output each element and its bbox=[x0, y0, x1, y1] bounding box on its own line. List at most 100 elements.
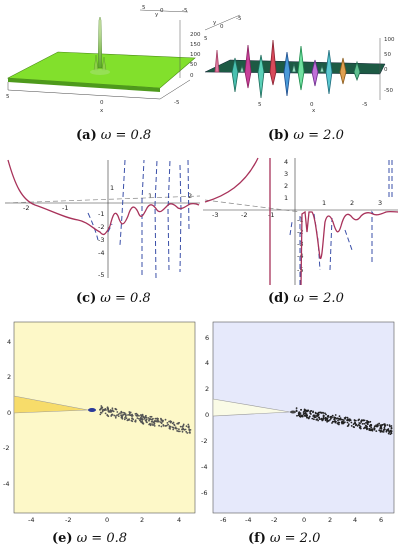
cloud-point bbox=[320, 412, 323, 414]
cloud-point bbox=[124, 413, 127, 416]
point-cloud bbox=[99, 405, 192, 434]
cloud-point bbox=[138, 417, 140, 420]
plot-a-ytick: -5 bbox=[182, 8, 188, 14]
plot-a-ztick: 0 bbox=[190, 73, 194, 79]
panel-d-line-plot: 4 3 2 1 -1 -2 -3 -4 -5 -3 -2 -1 1 2 3 bbox=[203, 157, 399, 286]
cloud-point bbox=[362, 419, 365, 421]
cloud-point bbox=[124, 416, 126, 419]
cloud-point bbox=[378, 422, 380, 425]
solid-curve bbox=[7, 159, 200, 236]
plot-c-ytick: -1 bbox=[98, 210, 104, 218]
surface-spike bbox=[97, 16, 103, 69]
plot-f-ytick: 2 bbox=[205, 385, 209, 393]
cloud-point bbox=[357, 419, 360, 421]
plot-d-xtick: -2 bbox=[241, 211, 247, 219]
cloud-point bbox=[149, 424, 152, 427]
plot-b-ztick: -50 bbox=[384, 88, 393, 94]
plot-e-ytick: -4 bbox=[3, 480, 9, 488]
cloud-point bbox=[126, 419, 129, 422]
cloud-point bbox=[366, 427, 369, 430]
cloud-point bbox=[179, 425, 182, 428]
plot-c-ytick: -2 bbox=[98, 223, 104, 231]
cloud-point bbox=[387, 432, 390, 435]
dashed-curve bbox=[87, 159, 190, 279]
cloud-point bbox=[302, 411, 305, 413]
cloud-point bbox=[107, 410, 110, 413]
wedge-region bbox=[212, 398, 291, 417]
cloud-point bbox=[381, 424, 384, 426]
cloud-point bbox=[334, 421, 337, 424]
plot-e-xtick: -2 bbox=[65, 516, 71, 524]
plot-e-xtick: 2 bbox=[140, 516, 144, 524]
cloud-point bbox=[169, 421, 172, 424]
cloud-point bbox=[128, 411, 131, 413]
cloud-point bbox=[153, 425, 156, 427]
plot-b-ztick: 50 bbox=[384, 52, 391, 58]
cloud-point bbox=[310, 410, 313, 412]
cloud-point bbox=[322, 417, 325, 420]
plot-f-xtick: 4 bbox=[353, 516, 357, 524]
cloud-point bbox=[107, 415, 110, 418]
cloud-point bbox=[100, 406, 103, 409]
cloud-point bbox=[299, 415, 302, 418]
plot-a-xtick: 5 bbox=[6, 94, 10, 100]
cloud-point bbox=[172, 428, 175, 431]
solid-curve-right bbox=[300, 210, 399, 286]
cloud-point bbox=[153, 423, 156, 425]
plot-a-ytick: 0 bbox=[160, 8, 164, 14]
plot-b-ytick: 0 bbox=[220, 24, 224, 30]
cloud-point bbox=[387, 429, 390, 431]
cloud-point bbox=[326, 420, 328, 423]
cloud-point bbox=[390, 425, 393, 427]
cloud-point bbox=[306, 410, 309, 413]
cloud-point bbox=[185, 425, 188, 428]
cloud-point bbox=[101, 410, 104, 413]
cloud-point bbox=[164, 425, 167, 427]
cloud-point bbox=[168, 427, 171, 430]
cloud-point bbox=[364, 424, 367, 427]
cloud-point bbox=[373, 427, 376, 429]
plot-b-xlabel: x bbox=[312, 108, 316, 114]
cloud-point bbox=[347, 423, 350, 426]
cloud-point bbox=[152, 421, 155, 424]
cloud-point bbox=[111, 407, 114, 410]
cloud-point bbox=[104, 408, 107, 410]
plot-d-ytick: 3 bbox=[284, 170, 288, 178]
plot-e-ytick: -2 bbox=[3, 444, 9, 452]
plot-b-ytick: -5 bbox=[236, 16, 242, 22]
cloud-point bbox=[313, 416, 316, 419]
plot-f-ytick: 0 bbox=[205, 411, 209, 419]
cloud-point bbox=[322, 412, 325, 414]
cloud-point bbox=[390, 427, 393, 430]
cloud-point bbox=[135, 414, 138, 417]
cloud-point bbox=[382, 431, 385, 433]
caption-b: (b) ω = 2.0 bbox=[268, 128, 344, 143]
cloud-point bbox=[384, 428, 386, 431]
cloud-point bbox=[373, 425, 376, 428]
surface-spikes bbox=[214, 39, 361, 99]
cloud-point bbox=[360, 420, 363, 423]
cloud-point bbox=[160, 425, 163, 428]
cloud-point bbox=[134, 419, 137, 422]
cloud-point bbox=[346, 425, 349, 427]
plot-d-ytick: 1 bbox=[284, 194, 288, 202]
cloud-point bbox=[121, 417, 124, 420]
cloud-point bbox=[136, 417, 139, 419]
cloud-point bbox=[174, 427, 177, 430]
cloud-point bbox=[151, 423, 153, 425]
cloud-point bbox=[187, 426, 190, 429]
cloud-point bbox=[122, 411, 124, 414]
cloud-point bbox=[315, 414, 317, 417]
cloud-point bbox=[352, 423, 355, 426]
cloud-point bbox=[324, 416, 327, 419]
cloud-point bbox=[324, 419, 327, 422]
cloud-point bbox=[380, 426, 383, 428]
plot-a-xtick: -5 bbox=[174, 100, 180, 106]
caption-c: (c) ω = 0.8 bbox=[76, 291, 151, 306]
plot-a-ztick: 200 bbox=[190, 32, 201, 38]
cloud-point bbox=[300, 408, 302, 411]
cloud-point bbox=[302, 413, 305, 415]
cloud-point bbox=[315, 418, 318, 421]
panel-c-line-plot: 1 -1 -2 -3 -4 -5 -2 -1 1 2 bbox=[4, 159, 201, 279]
cloud-point bbox=[304, 410, 306, 412]
